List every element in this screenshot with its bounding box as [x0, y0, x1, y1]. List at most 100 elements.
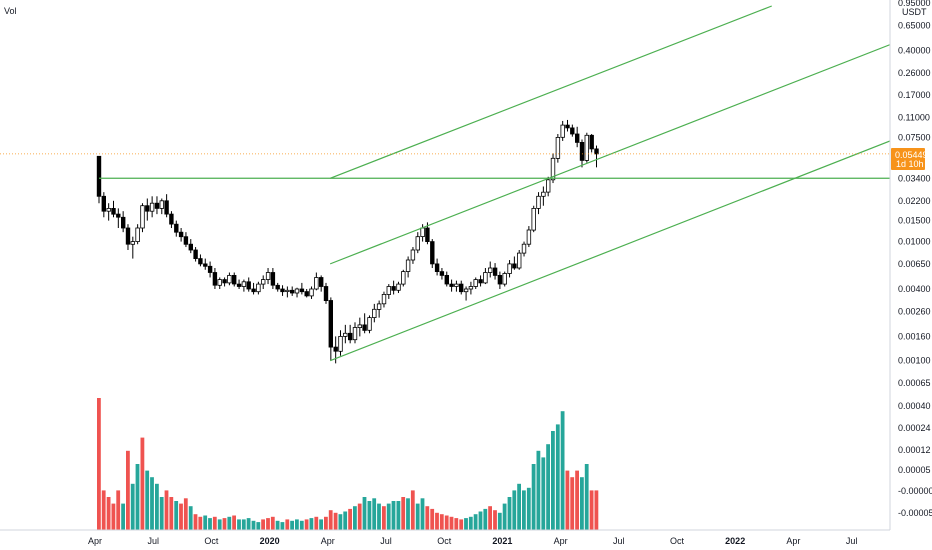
candle [526, 226, 532, 248]
volume-bar [251, 520, 256, 530]
candle-body [536, 195, 541, 209]
candle-body [550, 157, 556, 181]
candle-body [454, 283, 459, 287]
volume-bar [382, 506, 386, 530]
volume-bar [522, 490, 526, 530]
candle-body [415, 236, 420, 251]
candle-body [241, 281, 247, 287]
price-tick-label: 0.00160 [898, 331, 931, 341]
candle-body [338, 335, 343, 352]
volume-axis-ticks: 0.00040 0.00024 0.00012 0.00005 -0.00000 -0.0… [898, 401, 932, 518]
volume-bar [570, 477, 575, 530]
candle-body [116, 213, 121, 218]
candle [478, 275, 483, 287]
volume-bar [565, 470, 570, 530]
time-axis-ticks[interactable]: Apr Jul Oct 2020 Apr Jul Oct 2021 Apr Jul Oct 2022 A… [88, 536, 857, 546]
volume-bar [314, 516, 319, 530]
time-tick-label: Apr [88, 536, 102, 546]
candle [260, 275, 266, 289]
candle-body [401, 271, 406, 285]
volume-bar [270, 516, 275, 530]
candle-body [328, 300, 333, 348]
candle-body [275, 284, 280, 290]
candle-body [222, 279, 227, 284]
volume-bar [126, 450, 130, 530]
price-tick-label: 0.00065 [898, 378, 931, 388]
volume-bar [309, 518, 314, 530]
candle-body [145, 205, 150, 212]
price-tick-label: 0.26000 [898, 68, 931, 78]
volume-bar [406, 498, 410, 530]
candle [415, 232, 420, 254]
volume-bar [319, 519, 323, 530]
candle-body [318, 277, 324, 287]
candle [203, 258, 208, 270]
candle-body [289, 289, 295, 294]
price-tick-label: 0.01000 [898, 237, 931, 247]
candle [174, 220, 179, 237]
candle [502, 271, 507, 287]
candle [251, 282, 256, 295]
candle-body [294, 288, 300, 294]
volume-bar [135, 464, 140, 530]
price-tick-label: 0.00100 [898, 356, 931, 366]
candle [241, 279, 247, 292]
candle-body [468, 286, 474, 290]
candle-body [101, 195, 106, 212]
candle [188, 239, 193, 254]
volume-bar [391, 501, 396, 530]
volume-bar [188, 506, 193, 530]
volume-tick-label: 0.00005 [898, 465, 931, 475]
volume-bar [217, 519, 222, 530]
candle-body [589, 134, 594, 150]
volume-bar [507, 497, 512, 530]
volume-bar [464, 518, 468, 530]
candle [121, 211, 126, 233]
candle-body [231, 274, 237, 285]
volume-bar [478, 511, 483, 530]
candle [217, 277, 222, 289]
price-tick-label: 0.01500 [898, 216, 931, 226]
last-price-badge: 0.05449 1d 10h [891, 148, 928, 170]
candle-body [198, 258, 203, 265]
time-tick-label: Apr [321, 536, 335, 546]
candle-body [517, 252, 522, 269]
volume-bar [280, 522, 285, 530]
volume-bar [304, 519, 309, 530]
volume-bar [584, 464, 589, 530]
volume-bar [237, 519, 241, 530]
candle-body [487, 267, 493, 273]
candle [135, 224, 140, 245]
candle-body [463, 288, 469, 293]
volume-bar [454, 518, 459, 530]
volume-bar [328, 510, 333, 530]
candle [289, 286, 295, 296]
volume-bar [145, 470, 150, 530]
price-axis-ticks[interactable]: 0.65000 0.40000 0.26000 0.17000 0.11000 0.075… [898, 21, 931, 388]
volume-bar [560, 411, 565, 530]
time-tick-label: Jul [846, 536, 858, 546]
candle [517, 249, 522, 270]
volume-bar [324, 516, 328, 530]
candle [468, 281, 474, 295]
candle [444, 271, 449, 287]
candle-body [507, 263, 512, 274]
candle [579, 139, 585, 168]
candle [338, 330, 343, 356]
last-price-badge-bg [891, 148, 925, 170]
volume-bar [497, 512, 502, 530]
candle [164, 194, 169, 218]
volume-bar [459, 519, 464, 530]
volume-bar [266, 518, 270, 530]
candle [512, 256, 517, 270]
volume-bar [111, 503, 116, 530]
candle [560, 120, 565, 141]
volume-bar [401, 497, 406, 530]
candle-body [420, 227, 425, 238]
candle [149, 196, 155, 218]
candle-body [130, 241, 135, 245]
volume-bar [343, 511, 348, 530]
candle [521, 241, 527, 257]
volume-bar [169, 497, 174, 530]
